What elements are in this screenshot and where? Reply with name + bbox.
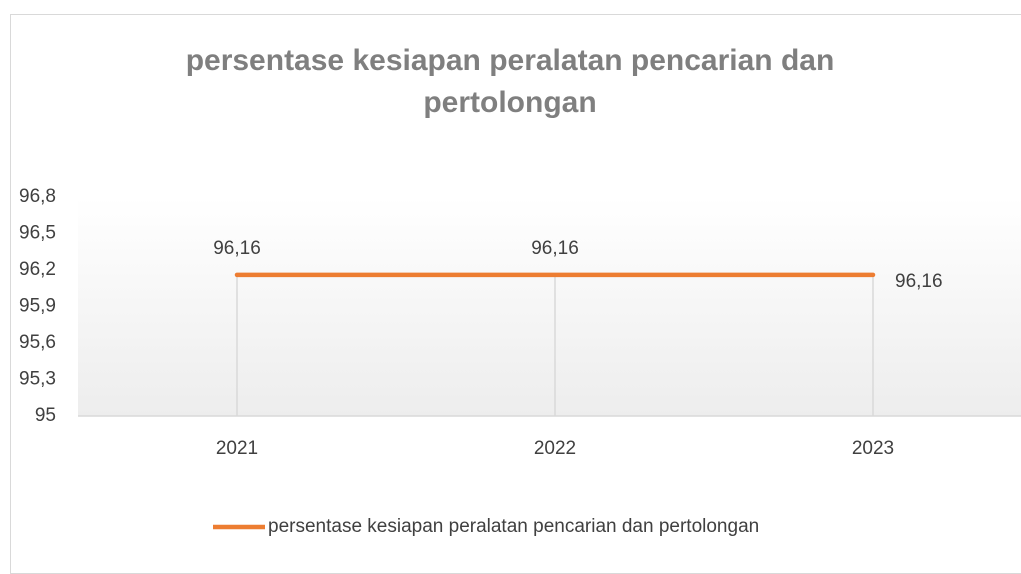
y-tick-label: 96,2 <box>19 259 56 280</box>
y-tick-label: 95,6 <box>19 332 56 353</box>
legend-label: persentase kesiapan peralatan pencarian … <box>268 516 759 537</box>
y-tick-label: 96,5 <box>19 223 56 244</box>
x-tick-label: 2022 <box>534 438 576 459</box>
chart-container: persentase kesiapan peralatan pencarian … <box>10 14 1021 574</box>
x-tick-label: 2023 <box>852 438 894 459</box>
plot-area <box>78 197 1021 416</box>
data-label: 96,16 <box>213 238 261 259</box>
y-tick-label: 96,8 <box>19 186 56 207</box>
y-tick-label: 95,3 <box>19 369 56 390</box>
y-tick-label: 95 <box>35 405 56 426</box>
x-tick-label: 2021 <box>216 438 258 459</box>
data-label: 96,16 <box>895 271 943 292</box>
chart-title: persentase kesiapan peralatan pencarian … <box>185 44 835 119</box>
chart: 95 95,3 95,6 95,9 96,2 96,5 96,8 2021 2022 2023 96… <box>19 186 1021 537</box>
y-tick-label: 95,9 <box>19 296 56 317</box>
data-label: 96,16 <box>531 238 579 259</box>
